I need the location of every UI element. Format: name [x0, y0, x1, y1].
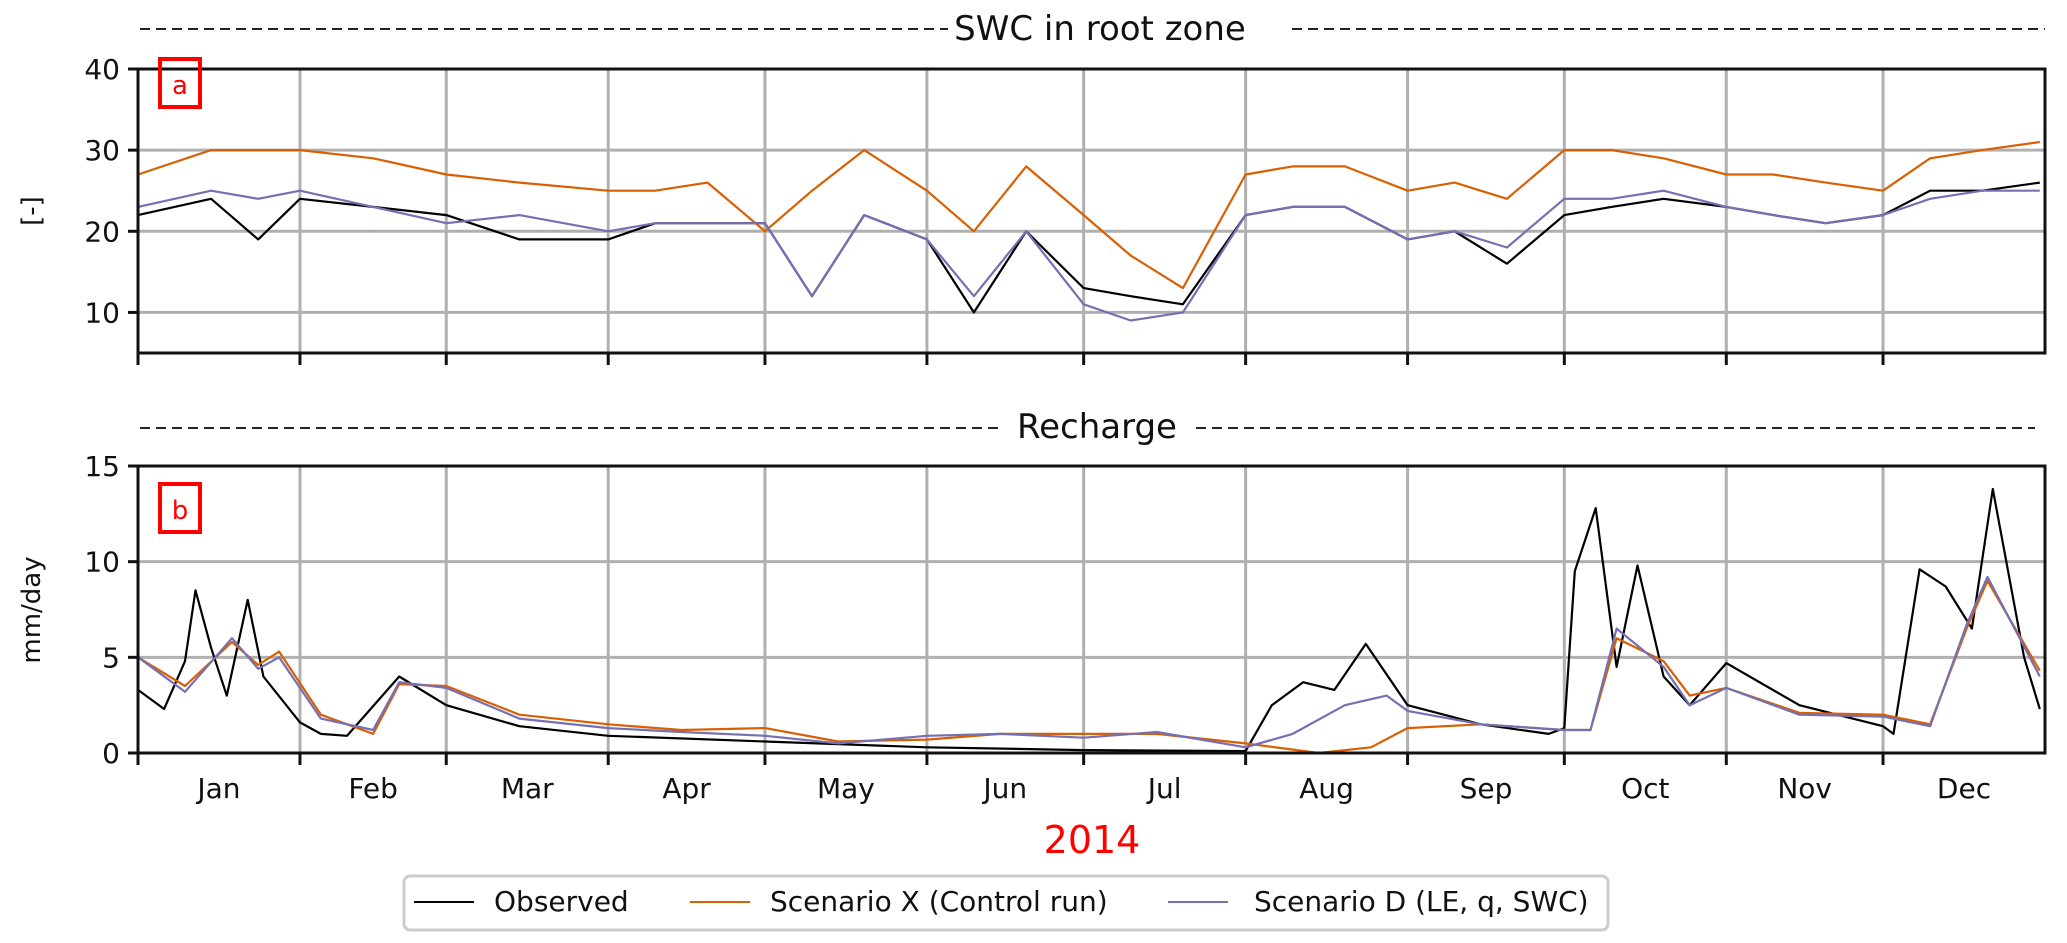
- ytick-label-b: 0: [102, 737, 120, 770]
- legend-label-observed: Observed: [494, 885, 629, 918]
- title-bg-a: [948, 8, 1290, 48]
- panel-label-box-a: [158, 57, 202, 109]
- ytick-label-a: 10: [84, 296, 120, 329]
- series-line-scenario-x-a: [137, 140, 2040, 290]
- series-line-observed-a: [137, 181, 2040, 314]
- series-line-scenario-d-a: [137, 189, 2040, 322]
- xticks-b: Jan Feb Mar Apr May Jun Jul Aug Sep Oct Nov Dec: [136, 753, 1991, 805]
- month-label: Sep: [1460, 772, 1513, 805]
- month-label: Mar: [501, 772, 554, 805]
- plot-frame-b: [136, 464, 2047, 755]
- panel-b: Recharge 0 5 10 15 Jan Feb Mar Apr May Jun Jul Aug…: [17, 405, 2047, 805]
- grid-b: [138, 466, 2045, 753]
- month-label: Jan: [195, 772, 240, 805]
- month-label: Aug: [1299, 772, 1354, 805]
- month-label: Oct: [1621, 772, 1669, 805]
- panel-label-b: b: [172, 496, 189, 526]
- yticks-b: 0 5 10 15: [84, 450, 138, 770]
- year-label: 2014: [1044, 818, 1141, 862]
- month-label: Feb: [348, 772, 398, 805]
- legend-label-scenario-x: Scenario X (Control run): [770, 885, 1108, 918]
- ytick-label-a: 20: [84, 215, 120, 248]
- legend-frame: [402, 874, 1610, 932]
- panel-label-a: a: [172, 71, 188, 101]
- series-lines-b: [137, 487, 2041, 755]
- series-line-scenario-x-b: [137, 579, 2041, 755]
- xticks-a: [136, 353, 1885, 365]
- panel-a: SWC in root zone 10 20 30 40 [-] a: [17, 8, 2047, 365]
- panel-label-box-b: [158, 482, 202, 534]
- month-label: Jun: [981, 772, 1027, 805]
- month-label: Apr: [662, 772, 711, 805]
- plot-frame-a: [136, 67, 2047, 355]
- ytick-label-a: 30: [84, 134, 120, 167]
- ytick-label-a: 40: [84, 53, 120, 86]
- ylabel-a: [-]: [17, 196, 47, 226]
- series-lines-a: [137, 140, 2040, 322]
- month-label: May: [817, 772, 875, 805]
- series-line-scenario-d-b: [137, 575, 2041, 749]
- title-bg-b: [1002, 405, 1192, 445]
- month-label: Nov: [1777, 772, 1832, 805]
- month-label: Dec: [1937, 772, 1991, 805]
- panel-b-title: Recharge: [1017, 407, 1177, 447]
- legend: Observed Scenario X (Control run) Scenar…: [402, 874, 1610, 932]
- legend-label-scenario-d: Scenario D (LE, q, SWC): [1254, 885, 1589, 918]
- grid-a: [138, 69, 2045, 353]
- panel-a-title: SWC in root zone: [954, 9, 1246, 49]
- yticks-a: 10 20 30 40: [84, 53, 138, 329]
- series-line-observed-b: [137, 487, 2041, 753]
- ytick-label-b: 10: [84, 546, 120, 579]
- month-label: Jul: [1146, 772, 1182, 805]
- ytick-label-b: 15: [84, 450, 120, 483]
- ylabel-b: mm/day: [17, 556, 47, 663]
- ytick-label-b: 5: [102, 641, 120, 674]
